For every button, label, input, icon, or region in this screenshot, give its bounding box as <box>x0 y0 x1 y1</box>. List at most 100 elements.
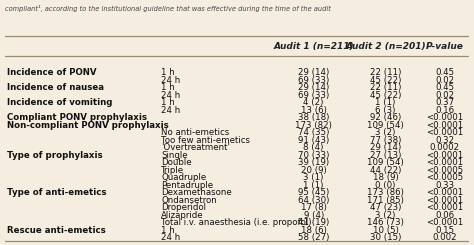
Text: 44 (22): 44 (22) <box>370 166 401 175</box>
Text: 39 (19): 39 (19) <box>298 158 329 167</box>
Text: 70 (33): 70 (33) <box>298 151 329 160</box>
Text: 'Overtreatment': 'Overtreatment' <box>161 143 230 152</box>
Text: Incidence of PONV: Incidence of PONV <box>7 68 97 77</box>
Text: Ondansetron: Ondansetron <box>161 196 217 205</box>
Text: 173 (82): 173 (82) <box>295 121 332 130</box>
Text: <0.0001: <0.0001 <box>426 218 464 227</box>
Text: <0.0001: <0.0001 <box>426 113 464 122</box>
Text: <0.0001: <0.0001 <box>426 188 464 197</box>
Text: 58 (27): 58 (27) <box>298 233 329 242</box>
Text: 0.45: 0.45 <box>435 68 455 77</box>
Text: Droperidol: Droperidol <box>161 203 206 212</box>
Text: 0.33: 0.33 <box>435 181 455 190</box>
Text: 30 (15): 30 (15) <box>370 233 401 242</box>
Text: 1 h: 1 h <box>161 68 175 77</box>
Text: 20 (9): 20 (9) <box>301 166 327 175</box>
Text: compliant¹, according to the institutional guideline that was effective during t: compliant¹, according to the institution… <box>5 5 331 12</box>
Text: <0.0001: <0.0001 <box>426 121 464 130</box>
Text: Incidence of vomiting: Incidence of vomiting <box>7 98 112 107</box>
Text: Dexamethasone: Dexamethasone <box>161 188 232 197</box>
Text: 41 (19): 41 (19) <box>298 218 329 227</box>
Text: Audit 1 (n=211): Audit 1 (n=211) <box>273 42 354 51</box>
Text: 10 (5): 10 (5) <box>373 226 399 235</box>
Text: 1 h: 1 h <box>161 98 175 107</box>
Text: 13 (6): 13 (6) <box>301 106 327 115</box>
Text: 69 (33): 69 (33) <box>298 76 329 85</box>
Text: 29 (14): 29 (14) <box>298 83 329 92</box>
Text: 64 (30): 64 (30) <box>298 196 329 205</box>
Text: 1 (1): 1 (1) <box>303 181 324 190</box>
Text: <0.0001: <0.0001 <box>426 203 464 212</box>
Text: <0.0001: <0.0001 <box>426 158 464 167</box>
Text: Compliant PONV prophylaxis: Compliant PONV prophylaxis <box>7 113 147 122</box>
Text: 29 (14): 29 (14) <box>298 68 329 77</box>
Text: Audit 2 (n=201): Audit 2 (n=201) <box>346 42 426 51</box>
Text: 1 h: 1 h <box>161 226 175 235</box>
Text: Double: Double <box>161 158 192 167</box>
Text: 1 (1): 1 (1) <box>375 98 396 107</box>
Text: 74 (35): 74 (35) <box>298 128 329 137</box>
Text: Type of anti-emetics: Type of anti-emetics <box>7 188 107 197</box>
Text: 22 (11): 22 (11) <box>370 83 401 92</box>
Text: 0.15: 0.15 <box>435 226 455 235</box>
Text: <0.0005: <0.0005 <box>426 166 464 175</box>
Text: 47 (23): 47 (23) <box>370 203 401 212</box>
Text: 91 (43): 91 (43) <box>298 136 329 145</box>
Text: 8 (4): 8 (4) <box>303 143 324 152</box>
Text: Incidence of nausea: Incidence of nausea <box>7 83 104 92</box>
Text: 173 (86): 173 (86) <box>367 188 404 197</box>
Text: 3 (1): 3 (1) <box>303 173 324 182</box>
Text: Single: Single <box>161 151 188 160</box>
Text: 24 h: 24 h <box>161 106 181 115</box>
Text: 17 (8): 17 (8) <box>301 203 327 212</box>
Text: 0.16: 0.16 <box>435 106 455 115</box>
Text: Alizapride: Alizapride <box>161 211 204 220</box>
Text: 171 (85): 171 (85) <box>367 196 404 205</box>
Text: 3 (2): 3 (2) <box>375 211 396 220</box>
Text: 0.02: 0.02 <box>435 76 455 85</box>
Text: Pentadruple: Pentadruple <box>161 181 213 190</box>
Text: <0.0001: <0.0001 <box>426 151 464 160</box>
Text: 45 (22): 45 (22) <box>370 76 401 85</box>
Text: <0.0001: <0.0001 <box>426 196 464 205</box>
Text: Rescue anti-emetics: Rescue anti-emetics <box>7 226 106 235</box>
Text: Triple: Triple <box>161 166 184 175</box>
Text: 0.002: 0.002 <box>433 233 457 242</box>
Text: 24 h: 24 h <box>161 91 181 100</box>
Text: 69 (33): 69 (33) <box>298 91 329 100</box>
Text: 109 (54): 109 (54) <box>367 121 404 130</box>
Text: 0.37: 0.37 <box>435 98 455 107</box>
Text: Total i.v. anaesthesia (i.e. propofol): Total i.v. anaesthesia (i.e. propofol) <box>161 218 312 227</box>
Text: 9 (4): 9 (4) <box>303 211 324 220</box>
Text: 77 (38): 77 (38) <box>370 136 401 145</box>
Text: No anti-emetics: No anti-emetics <box>161 128 229 137</box>
Text: Quadruple: Quadruple <box>161 173 207 182</box>
Text: 24 h: 24 h <box>161 233 181 242</box>
Text: 6 (3): 6 (3) <box>375 106 396 115</box>
Text: 4 (2): 4 (2) <box>303 98 324 107</box>
Text: 109 (54): 109 (54) <box>367 158 404 167</box>
Text: 0.32: 0.32 <box>435 136 455 145</box>
Text: 146 (73): 146 (73) <box>367 218 404 227</box>
Text: 18 (6): 18 (6) <box>301 226 327 235</box>
Text: 3 (2): 3 (2) <box>375 128 396 137</box>
Text: Too few anti-emetics: Too few anti-emetics <box>161 136 250 145</box>
Text: 0.06: 0.06 <box>435 211 455 220</box>
Text: P-value: P-value <box>426 42 464 51</box>
Text: <0.0001: <0.0001 <box>426 128 464 137</box>
Text: 0.45: 0.45 <box>435 83 455 92</box>
Text: Non-compliant PONV prophylaxis: Non-compliant PONV prophylaxis <box>7 121 169 130</box>
Text: 22 (11): 22 (11) <box>370 68 401 77</box>
Text: 24 h: 24 h <box>161 76 181 85</box>
Text: 0.02: 0.02 <box>435 91 455 100</box>
Text: 0.0002: 0.0002 <box>430 143 460 152</box>
Text: 92 (46): 92 (46) <box>370 113 401 122</box>
Text: 1 h: 1 h <box>161 83 175 92</box>
Text: 0 (0): 0 (0) <box>375 181 396 190</box>
Text: 45 (22): 45 (22) <box>370 91 401 100</box>
Text: Type of prophylaxis: Type of prophylaxis <box>7 151 103 160</box>
Text: 18 (9): 18 (9) <box>373 173 399 182</box>
Text: 29 (14): 29 (14) <box>370 143 401 152</box>
Text: <0.0005: <0.0005 <box>426 173 464 182</box>
Text: 27 (13): 27 (13) <box>370 151 401 160</box>
